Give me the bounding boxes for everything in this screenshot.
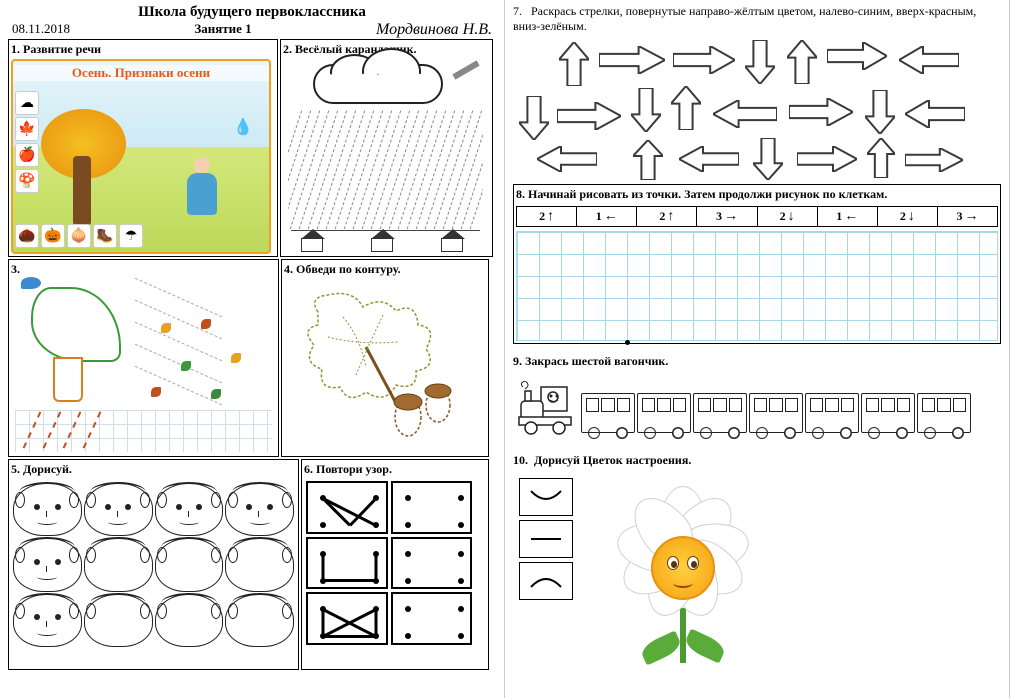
author: Мордвинова Н.В. xyxy=(376,21,492,39)
bird-icon xyxy=(21,277,41,289)
page-right: 7. Раскрась стрелки, повернутые направо-… xyxy=(505,0,1010,698)
arrow-right xyxy=(599,46,665,74)
arrow-right xyxy=(905,148,963,172)
date: 08.11.2018 xyxy=(12,21,70,39)
autumn-scene: Осень. Признаки осени ☁🍁🍎🍄 💧 🌰🎃🧅🥾☂ xyxy=(11,59,271,254)
tree-trace xyxy=(11,279,276,454)
wagon xyxy=(805,393,859,433)
wagon xyxy=(581,393,635,433)
lesson: Занятие 1 xyxy=(194,21,251,39)
arrow-right xyxy=(673,46,735,74)
girl-icon xyxy=(184,157,219,222)
side-icons: ☁🍁🍎🍄 xyxy=(15,91,43,193)
faces-grid xyxy=(11,481,296,649)
arrow-down xyxy=(631,88,661,132)
locomotive-icon xyxy=(517,381,579,435)
wagon xyxy=(693,393,747,433)
arrow-up xyxy=(787,40,817,84)
arrow-down xyxy=(745,40,775,84)
oak-leaf-trace xyxy=(284,279,486,454)
rain-drawing xyxy=(283,59,488,254)
arrow-right xyxy=(827,42,887,70)
flower-icon xyxy=(593,478,773,658)
arrow-up xyxy=(867,138,895,178)
scene-title: Осень. Признаки осени xyxy=(13,65,269,81)
cloud-icon xyxy=(313,64,443,104)
arrow-left xyxy=(679,146,739,172)
smile-shape xyxy=(519,478,573,516)
practice-grid xyxy=(15,410,272,452)
arrow-right xyxy=(797,146,857,172)
start-dot xyxy=(625,340,630,345)
arrow-down xyxy=(753,138,783,180)
wagon xyxy=(637,393,691,433)
arrows-area xyxy=(513,38,1001,178)
exercise-2: 2. Весёлый карандашик. xyxy=(280,39,493,257)
frown-shape xyxy=(519,562,573,600)
arrow-left xyxy=(537,146,597,172)
arrow-up xyxy=(671,86,701,130)
sequence-strip: 2↑1←2↑3→2↓1←2↓3→ xyxy=(516,206,998,227)
dot-pattern-grid xyxy=(304,479,474,647)
exercise-3: 3. xyxy=(8,259,279,457)
main-title: Школа будущего первоклассника xyxy=(8,4,496,21)
page-left: Школа будущего первоклассника 08.11.2018… xyxy=(0,0,505,698)
mood-shapes xyxy=(519,478,573,600)
train xyxy=(513,373,1001,443)
arrow-left xyxy=(713,100,777,128)
wagon xyxy=(749,393,803,433)
arrow-left xyxy=(905,100,965,128)
puddle-icon: 💧 xyxy=(233,117,263,147)
exercise-7-title: 7. Раскрась стрелки, повернутые направо-… xyxy=(513,4,1001,34)
bottom-icons: 🌰🎃🧅🥾☂ xyxy=(15,224,267,250)
exercise-1: 1. Развитие речи Осень. Признаки осени ☁… xyxy=(8,39,278,257)
arrow-right xyxy=(789,98,853,126)
arrow-down xyxy=(865,90,895,134)
arrow-right xyxy=(557,102,621,130)
houses xyxy=(291,230,480,252)
arrow-down xyxy=(519,96,549,140)
arrow-up xyxy=(559,42,589,86)
exercise-8: 8. Начинай рисовать из точки. Затем прод… xyxy=(513,184,1001,344)
exercise-9-title: 9. Закрась шестой вагончик. xyxy=(513,354,1001,369)
drawing-grid xyxy=(516,231,998,341)
pencil-icon xyxy=(452,60,479,79)
arrow-up xyxy=(633,140,663,180)
wagon xyxy=(917,393,971,433)
exercise-10-title: 10. Дорисуй Цветок настроения. xyxy=(513,453,1001,468)
line-shape xyxy=(519,520,573,558)
exercise-5: 5. Дорисуй. xyxy=(8,459,299,670)
wagon xyxy=(861,393,915,433)
exercise-4: 4. Обведи по контуру. xyxy=(281,259,489,457)
exercise-10 xyxy=(513,472,1001,664)
arrow-left xyxy=(899,46,959,74)
exercise-6: 6. Повтори узор. xyxy=(301,459,489,670)
